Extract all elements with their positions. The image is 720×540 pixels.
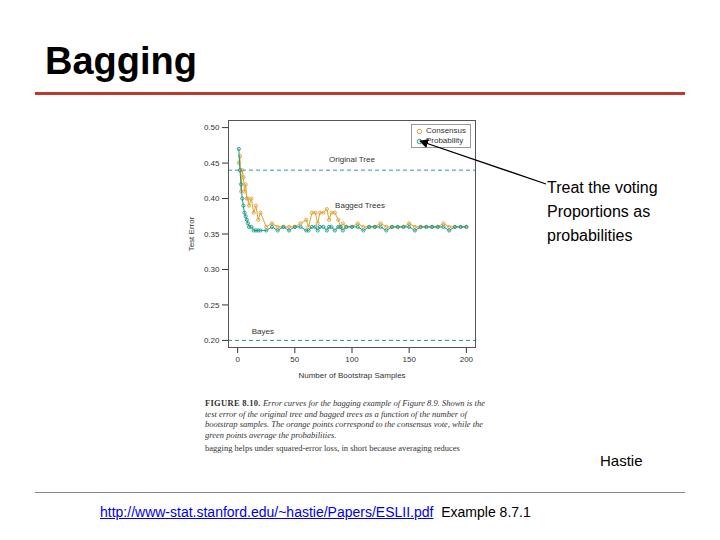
svg-text:50: 50 bbox=[290, 355, 299, 364]
svg-text:0.25: 0.25 bbox=[204, 300, 220, 309]
svg-text:Original Tree: Original Tree bbox=[329, 155, 375, 164]
svg-text:Bayes: Bayes bbox=[252, 327, 274, 336]
html-text:http://www-stat.stanford.edu/~: http://www-stat.stanford.edu/~hastie/Pap… bbox=[100, 504, 531, 520]
svg-text:0.35: 0.35 bbox=[204, 230, 220, 239]
html-text:Consensus: Consensus bbox=[426, 126, 466, 135]
svg-text:0.20: 0.20 bbox=[204, 336, 220, 345]
svg-text:0.45: 0.45 bbox=[204, 159, 220, 168]
svg-text:150: 150 bbox=[402, 355, 416, 364]
html-text:Proportions as: Proportions as bbox=[547, 203, 651, 220]
svg-text:0.30: 0.30 bbox=[204, 265, 220, 274]
svg-text:Test Error: Test Error bbox=[187, 216, 196, 251]
html-text:Bagging: Bagging bbox=[45, 40, 197, 82]
html-text:FIGURE 8.10. Error curves for: FIGURE 8.10. Error curves for the baggin… bbox=[205, 398, 485, 440]
svg-text:0: 0 bbox=[235, 355, 240, 364]
svg-text:Bagged Trees: Bagged Trees bbox=[335, 201, 385, 210]
html-text:Hastie: Hastie bbox=[600, 452, 643, 469]
svg-text:0.40: 0.40 bbox=[204, 194, 220, 203]
svg-text:200: 200 bbox=[460, 355, 474, 364]
html-text:bagging helps under squared-er: bagging helps under squared-error loss, … bbox=[205, 443, 460, 453]
svg-text:0.50: 0.50 bbox=[204, 123, 220, 132]
html-text:Probability: Probability bbox=[426, 136, 464, 145]
html-text:probabilities: probabilities bbox=[547, 227, 633, 244]
svg-text:100: 100 bbox=[345, 355, 359, 364]
svg-text:Number of Bootstrap Samples: Number of Bootstrap Samples bbox=[298, 371, 405, 380]
html-text:Treat the voting: Treat the voting bbox=[547, 179, 658, 196]
